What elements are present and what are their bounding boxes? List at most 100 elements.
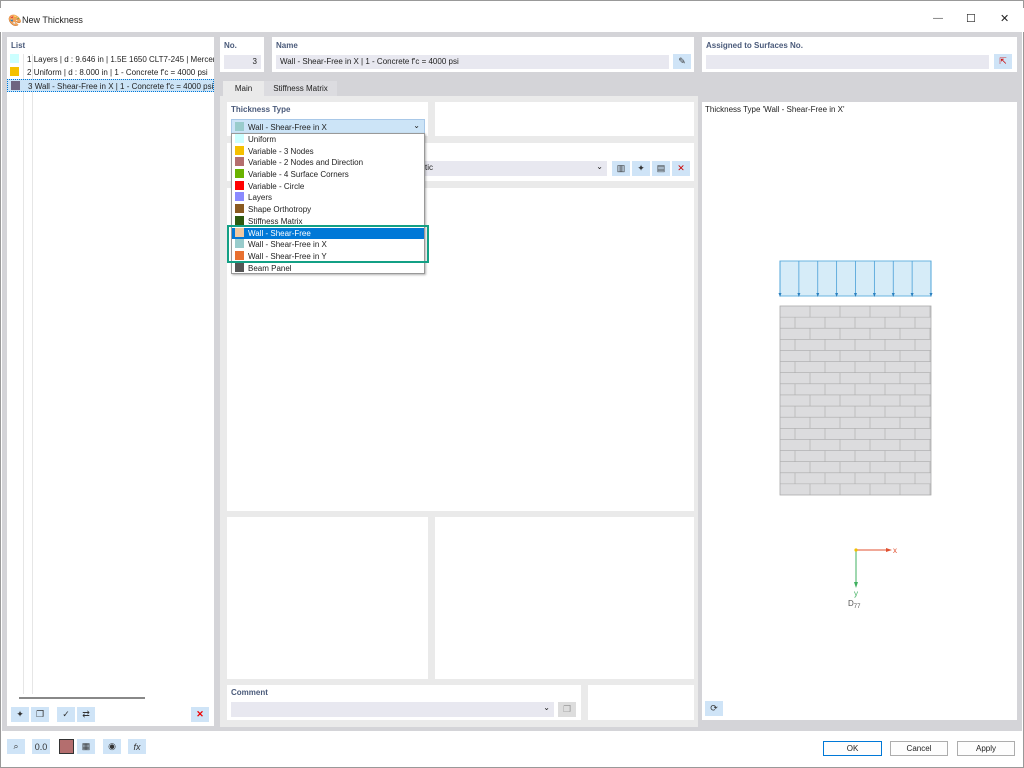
color-swatch bbox=[235, 134, 244, 143]
load-arrows bbox=[778, 260, 933, 297]
horizontal-scrollbar[interactable] bbox=[19, 697, 145, 699]
load-arrowhead bbox=[910, 293, 914, 297]
thickness-type-options: Uniform Variable - 3 Nodes Variable - 2 No… bbox=[231, 133, 425, 274]
assigned-label: Assigned to Surfaces No. bbox=[706, 41, 803, 50]
option-shape-orthotropy[interactable]: Shape Orthotropy bbox=[232, 204, 424, 216]
formula-icon[interactable]: fx bbox=[128, 739, 146, 754]
load-arrowhead bbox=[797, 293, 801, 297]
color-icon[interactable] bbox=[59, 739, 74, 754]
edit-material-icon[interactable]: ▤ bbox=[652, 161, 670, 176]
cancel-button[interactable]: Cancel bbox=[890, 741, 948, 756]
option-wall-shear-free-in-y[interactable]: Wall - Shear-Free in Y bbox=[232, 250, 424, 263]
preview-title: Thickness Type 'Wall - Shear-Free in X' bbox=[705, 105, 845, 114]
load-arrowhead bbox=[778, 293, 782, 297]
wall-diagram: x y D77 bbox=[778, 260, 933, 610]
option-variable-3-nodes[interactable]: Variable - 3 Nodes bbox=[232, 145, 424, 158]
comment-field[interactable]: ⌄ bbox=[231, 702, 554, 717]
color-swatch bbox=[235, 145, 244, 155]
name-group: Name Wall - Shear-Free in X | 1 - Concre… bbox=[272, 37, 694, 72]
list-item[interactable]: 2 Uniform | d : 8.000 in | 1 - Concrete … bbox=[7, 66, 214, 79]
units-icon[interactable]: 0.0 bbox=[32, 739, 50, 754]
window-title: New Thickness bbox=[22, 15, 83, 25]
copy-item-icon[interactable]: ❐ bbox=[31, 707, 49, 722]
highlight-frame bbox=[227, 225, 429, 263]
edit-name-icon[interactable]: ✎ bbox=[673, 54, 691, 69]
y-axis-arrow bbox=[854, 582, 858, 588]
view-icon[interactable]: ◉ bbox=[103, 739, 121, 754]
option-variable-4-surface-corners[interactable]: Variable - 4 Surface Corners bbox=[232, 169, 424, 181]
list-items: 1 Layers | d : 9.646 in | 1.5E 1650 CLT7… bbox=[7, 53, 214, 92]
delete-icon[interactable]: ✕ bbox=[191, 707, 209, 722]
app-icon: 🎨 bbox=[8, 15, 22, 27]
load-arrowhead bbox=[929, 293, 933, 297]
minimize-button[interactable]: — bbox=[933, 13, 943, 24]
option-wall-shear-free-in-x[interactable]: Wall - Shear-Free in X bbox=[232, 239, 424, 251]
library-icon[interactable]: ▥ bbox=[612, 161, 630, 176]
option-layers[interactable]: Layers bbox=[232, 192, 424, 204]
preview-options-icon[interactable]: ⟳ bbox=[705, 701, 723, 716]
comment-label: Comment bbox=[231, 688, 268, 697]
load-arrowhead bbox=[854, 293, 857, 297]
option-beam-panel[interactable]: Beam Panel bbox=[232, 262, 424, 275]
x-axis-label: x bbox=[893, 546, 897, 555]
number-group: No. 3 bbox=[220, 37, 264, 72]
color-swatch bbox=[235, 192, 244, 202]
number-label: No. bbox=[224, 41, 237, 50]
lower-left-box bbox=[227, 517, 428, 679]
name-field[interactable]: Wall - Shear-Free in X | 1 - Concrete f'… bbox=[276, 55, 669, 69]
search-icon[interactable]: ⌕ bbox=[7, 739, 25, 754]
color-swatch bbox=[235, 239, 244, 249]
check-toggle-icon[interactable]: ⇄ bbox=[77, 707, 95, 722]
list-panel: List 1 Layers | d : 9.646 in | 1.5E 1650… bbox=[7, 37, 214, 726]
comment-group: Comment ⌄ ❐ bbox=[227, 685, 581, 720]
title-bar: 🎨 New Thickness — ☐ ✕ bbox=[0, 8, 1024, 32]
info-box bbox=[435, 102, 694, 136]
load-arrowhead bbox=[816, 293, 820, 297]
apply-button[interactable]: Apply bbox=[957, 741, 1015, 756]
pick-surfaces-icon[interactable]: ⇱ bbox=[994, 54, 1012, 69]
ok-button[interactable]: OK bbox=[823, 741, 882, 756]
y-axis-label: y bbox=[854, 589, 858, 598]
thickness-type-dropdown[interactable]: Wall - Shear-Free in X ⌄ bbox=[231, 119, 425, 134]
color-swatch bbox=[235, 180, 244, 190]
comment-library-icon[interactable]: ❐ bbox=[558, 702, 576, 717]
list-item-selected[interactable]: 3 Wall - Shear-Free in X | 1 - Concrete … bbox=[7, 79, 214, 92]
display-icon[interactable]: ▦ bbox=[77, 739, 95, 754]
delete-material-icon[interactable]: ✕ bbox=[672, 161, 690, 176]
thickness-type-label: Thickness Type bbox=[231, 105, 291, 114]
number-field[interactable]: 3 bbox=[224, 55, 261, 69]
color-swatch bbox=[235, 227, 244, 237]
color-swatch bbox=[235, 122, 244, 131]
color-swatch bbox=[235, 250, 244, 260]
new-material-icon[interactable]: ✦ bbox=[632, 161, 650, 176]
direction-label: D77 bbox=[848, 599, 861, 610]
origin-point bbox=[854, 548, 858, 552]
list-item[interactable]: 1 Layers | d : 9.646 in | 1.5E 1650 CLT7… bbox=[7, 53, 214, 66]
option-variable-2-nodes-and-direction[interactable]: Variable - 2 Nodes and Direction bbox=[232, 157, 424, 169]
list-header: List bbox=[11, 41, 26, 50]
new-item-icon[interactable]: ✦ bbox=[11, 707, 29, 722]
name-label: Name bbox=[276, 41, 298, 50]
color-swatch bbox=[11, 81, 20, 90]
assigned-group: Assigned to Surfaces No. ⇱ bbox=[702, 37, 1017, 72]
color-swatch bbox=[235, 157, 244, 167]
preview-panel: Thickness Type 'Wall - Shear-Free in X' … bbox=[702, 102, 1017, 720]
option-uniform[interactable]: Uniform bbox=[232, 134, 424, 146]
option-variable-circle[interactable]: Variable - Circle bbox=[232, 180, 424, 193]
option-stiffness-matrix[interactable]: Stiffness Matrix bbox=[232, 215, 424, 228]
comment-side-box bbox=[588, 685, 694, 720]
load-arrowhead bbox=[835, 293, 839, 297]
color-swatch bbox=[10, 54, 19, 63]
x-axis-arrow bbox=[886, 548, 892, 552]
check-all-icon[interactable]: ✓ bbox=[57, 707, 75, 722]
option-wall-shear-free[interactable]: Wall - Shear-Free bbox=[232, 227, 424, 240]
color-swatch bbox=[10, 67, 19, 76]
maximize-button[interactable]: ☐ bbox=[966, 13, 976, 25]
color-swatch bbox=[235, 262, 244, 272]
assigned-surfaces-field[interactable] bbox=[706, 55, 989, 69]
color-swatch bbox=[235, 204, 244, 214]
tab-main[interactable]: Main bbox=[223, 81, 264, 96]
tab-stiffness-matrix[interactable]: Stiffness Matrix bbox=[264, 81, 337, 96]
load-arrowhead bbox=[872, 293, 876, 297]
close-button[interactable]: ✕ bbox=[1000, 13, 1010, 25]
